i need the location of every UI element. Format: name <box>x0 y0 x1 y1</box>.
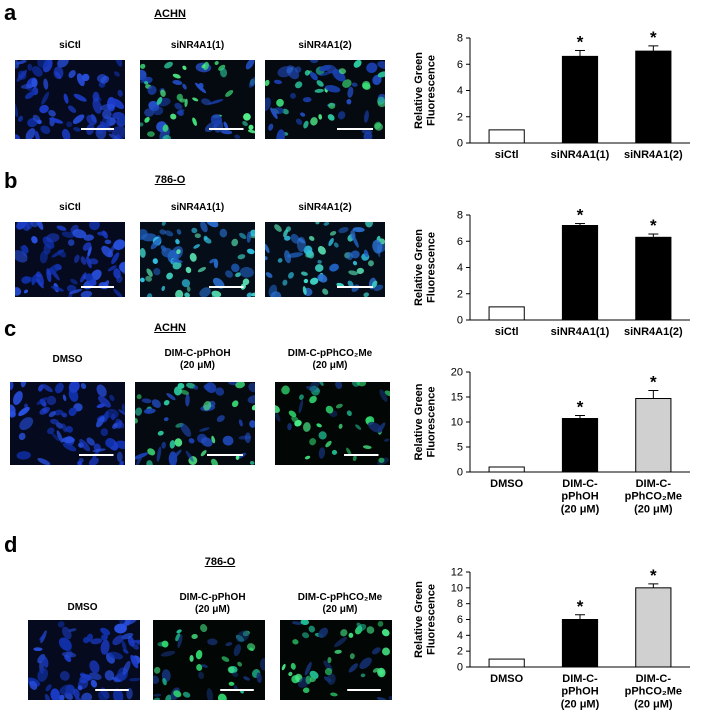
panel-b-micrograph-3 <box>265 222 385 297</box>
significance-marker: * <box>650 216 657 235</box>
bar <box>488 129 525 144</box>
y-tick-label: 20 <box>451 367 463 379</box>
x-tick-label: siCtl <box>495 149 519 161</box>
y-tick-label: 10 <box>451 582 463 594</box>
bar <box>635 587 672 668</box>
panel-c-bar-chart: Relative GreenFluorescence 0 5 10 15 20 DMSO * D… <box>400 352 700 522</box>
significance-marker: * <box>577 32 584 51</box>
significance-marker: * <box>577 597 584 616</box>
panel-a-image-3-label: siNR4A1(2) <box>298 40 352 51</box>
panel-letter-c: c <box>4 316 17 341</box>
bar <box>561 418 599 473</box>
panel-c-image-2-label: DIM-C-pPhOH (20 μM) <box>164 348 231 371</box>
x-tick-label: siCtl <box>495 326 519 338</box>
panel-b-title: 786-O <box>154 174 186 186</box>
y-tick-label: 8 <box>457 210 463 222</box>
y-tick-label: 0 <box>457 467 463 479</box>
bar <box>488 658 525 668</box>
panel-b-image-3-label: siNR4A1(2) <box>298 202 352 213</box>
x-tick-label: siNR4A1(2) <box>624 326 683 338</box>
panel-a-micrograph-3 <box>265 60 385 139</box>
y-tick-label: 0 <box>457 662 463 674</box>
y-tick-label: 2 <box>457 288 463 300</box>
x-tick-label: DIM-C-pPhOH (20 μM) <box>561 673 600 710</box>
y-tick-label: 5 <box>457 442 463 454</box>
bar <box>635 398 672 473</box>
panel-letter-a: a <box>4 0 17 25</box>
panel-a-micrograph-2 <box>140 60 255 139</box>
panel-c-micrograph-2 <box>135 382 255 465</box>
panel-d-title: 786-O <box>204 556 236 568</box>
significance-marker: * <box>577 398 584 417</box>
panel-b-image-2-label: siNR4A1(1) <box>170 202 225 213</box>
y-axis-label: Relative GreenFluorescence <box>413 581 438 658</box>
x-tick-label: DMSO <box>490 673 523 685</box>
significance-marker: * <box>650 373 657 392</box>
x-tick-label: DIM-C-pPhCO₂Me (20 μM) <box>625 673 682 710</box>
x-tick-label: siNR4A1(2) <box>624 149 683 161</box>
bar <box>488 306 525 321</box>
y-tick-label: 4 <box>457 85 463 97</box>
panel-d-image-1-label: DMSO <box>67 602 98 613</box>
bar <box>561 55 599 144</box>
panel-b-micrograph-1 <box>15 222 125 297</box>
y-tick-label: 8 <box>457 598 463 610</box>
y-tick-label: 12 <box>451 567 463 579</box>
y-axis-label: Relative GreenFluorescence <box>413 229 438 306</box>
y-tick-label: 2 <box>457 646 463 658</box>
y-tick-label: 0 <box>457 315 463 327</box>
x-tick-label: DIM-C-pPhCO₂Me (20 μM) <box>625 478 682 515</box>
y-tick-label: 15 <box>451 392 463 404</box>
panel-d-image-2-label: DIM-C-pPhOH (20 μM) <box>179 592 246 615</box>
panel-c-micrograph-3 <box>275 382 390 465</box>
bar <box>635 236 672 321</box>
panel-c-image-3-label: DIM-C-pPhCO₂Me (20 μM) <box>287 348 373 371</box>
panel-a-image-1-label: siCtl <box>59 40 81 51</box>
bar <box>635 50 672 144</box>
y-tick-label: 2 <box>457 111 463 123</box>
panel-d-micrograph-1 <box>28 620 140 700</box>
panel-c-image-1-label: DMSO <box>52 354 83 365</box>
panel-c-micrograph-1 <box>10 382 125 465</box>
panel-d-image-3-label: DIM-C-pPhCO₂Me (20 μM) <box>297 592 383 615</box>
y-tick-label: 6 <box>457 236 463 248</box>
x-tick-label: DIM-C-pPhOH (20 μM) <box>561 478 600 515</box>
x-tick-label: siNR4A1(1) <box>551 326 610 338</box>
panel-d-micrograph-2 <box>153 620 265 700</box>
y-tick-label: 4 <box>457 630 463 642</box>
significance-marker: * <box>650 28 657 47</box>
panel-letter-d: d <box>4 532 18 557</box>
x-tick-label: siNR4A1(1) <box>551 149 610 161</box>
bar <box>561 619 599 668</box>
panel-a-bar-chart: Relative GreenFluorescence 0 2 4 6 8 siCtl * siN… <box>400 18 700 168</box>
panel-a-image-2-label: siNR4A1(1) <box>170 40 225 51</box>
panel-d-micrograph-3 <box>280 620 392 700</box>
panel-a-title: ACHN <box>154 8 186 20</box>
y-tick-label: 0 <box>457 138 463 150</box>
panel-letter-b: b <box>4 168 18 193</box>
panel-d-bar-chart: Relative GreenFluorescence 0 2 4 6 8 10 12 DMSO *… <box>400 552 700 717</box>
panel-c-title: ACHN <box>154 322 186 334</box>
panel-a-micrograph-1 <box>15 60 125 139</box>
y-tick-label: 4 <box>457 262 463 274</box>
bar <box>488 466 525 473</box>
panel-b-image-1-label: siCtl <box>59 202 81 213</box>
y-tick-label: 6 <box>457 59 463 71</box>
panel-b-bar-chart: Relative GreenFluorescence 0 2 4 6 8 siCtl * siN… <box>400 195 700 345</box>
panel-b-micrograph-2 <box>140 222 255 297</box>
y-tick-label: 8 <box>457 33 463 45</box>
y-tick-label: 10 <box>451 417 463 429</box>
y-axis-label: Relative GreenFluorescence <box>413 52 438 129</box>
y-axis-label: Relative GreenFluorescence <box>413 383 438 460</box>
y-tick-label: 6 <box>457 614 463 626</box>
x-tick-label: DMSO <box>490 478 523 490</box>
bar <box>561 225 599 321</box>
significance-marker: * <box>650 566 657 585</box>
significance-marker: * <box>577 206 584 225</box>
